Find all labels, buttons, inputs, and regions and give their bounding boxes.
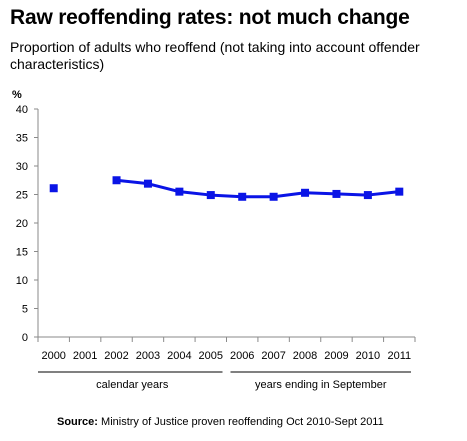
- y-tick-label: 25: [16, 190, 28, 202]
- chart-tick-labels: 0 5 10 15 20 25 30 35 40% 2000 2001 2002 2003 2004 200…: [12, 89, 411, 362]
- y-tick-label: 15: [16, 247, 28, 259]
- chart-axes: [34, 108, 416, 342]
- chart-subtitle: Proportion of adults who reoffend (not t…: [10, 39, 420, 72]
- data-point-marker: [112, 176, 121, 185]
- x-tick-label: 2000: [41, 350, 65, 362]
- y-tick-label: 20: [16, 218, 28, 230]
- data-point-marker: [143, 179, 152, 188]
- x-tick-label: 2004: [167, 350, 191, 362]
- y-tick-label: 5: [22, 304, 28, 316]
- x-tick-label: 2011: [387, 350, 411, 362]
- data-point-marker: [269, 192, 278, 201]
- series-line: [116, 178, 400, 199]
- y-tick-label: 0: [22, 332, 28, 344]
- y-axis-label: %: [12, 89, 22, 101]
- data-point-marker: [363, 191, 372, 200]
- source-text: Ministry of Justice proven reoffending O…: [101, 416, 384, 428]
- x-tick-label: 2008: [293, 350, 317, 362]
- x-tick-label: 2003: [136, 350, 160, 362]
- x-tick-label: 2007: [261, 350, 285, 362]
- source-note: Source: Ministry of Justice proven reoff…: [57, 416, 384, 428]
- x-tick-label: 2009: [324, 350, 348, 362]
- x-tick-label: 2002: [104, 350, 128, 362]
- data-point-marker: [395, 187, 404, 196]
- x-tick-label: 2006: [230, 350, 254, 362]
- data-point-marker: [175, 187, 184, 196]
- data-point-marker: [206, 191, 215, 200]
- chart-title: Raw reoffending rates: not much change: [10, 6, 410, 29]
- source-label: Source:: [57, 416, 98, 428]
- y-tick-label: 35: [16, 133, 28, 145]
- group-label: years ending in September: [255, 379, 387, 391]
- chart-year-groups: calendar years years ending in September: [38, 371, 411, 391]
- y-tick-label: 30: [16, 161, 28, 173]
- chart-series: [49, 176, 404, 201]
- group-label: calendar years: [96, 379, 169, 391]
- data-point-marker: [301, 188, 310, 197]
- data-point-marker: [238, 192, 247, 201]
- x-tick-label: 2001: [73, 350, 97, 362]
- y-tick-label: 40: [16, 104, 28, 116]
- data-point-marker: [49, 184, 58, 193]
- y-tick-label: 10: [16, 275, 28, 287]
- x-tick-label: 2005: [199, 350, 223, 362]
- data-point-marker: [332, 189, 341, 198]
- x-tick-label: 2010: [356, 350, 380, 362]
